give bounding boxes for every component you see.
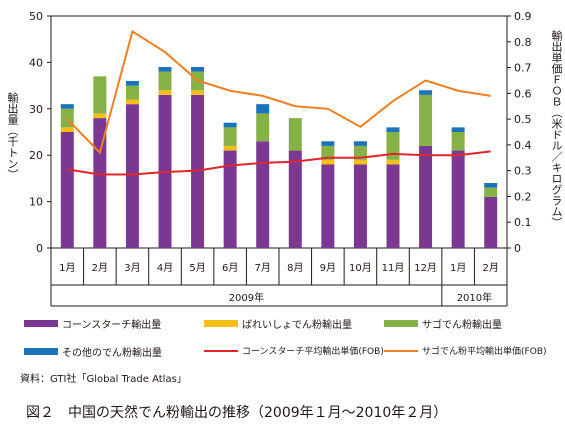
legend-swatch bbox=[204, 349, 238, 352]
bar-segment bbox=[125, 99, 139, 105]
y-tick-label: 40 bbox=[29, 56, 43, 69]
bar-segment bbox=[321, 141, 335, 146]
bar-segment bbox=[60, 132, 74, 248]
y2-tick-label: 0.6 bbox=[514, 87, 532, 100]
bar-segment bbox=[353, 159, 367, 165]
bar-segment bbox=[484, 196, 498, 248]
year-label: 2009年 bbox=[229, 291, 264, 304]
x-tick-label: 8月 bbox=[287, 262, 303, 274]
y-tick-label: 20 bbox=[29, 149, 43, 162]
bar-segment bbox=[353, 141, 367, 146]
y-axis-label-left: 輸出量（千トン） bbox=[6, 92, 19, 180]
bar-segment bbox=[60, 104, 74, 109]
bar-segment bbox=[223, 127, 237, 146]
plot-frame bbox=[50, 15, 508, 249]
legend-item-cornstarch: コーンスターチ輸出量 bbox=[24, 316, 161, 331]
x-tick-label: 7月 bbox=[255, 262, 271, 274]
y-tick-label: 10 bbox=[29, 196, 43, 209]
x-tick-label: 1月 bbox=[450, 262, 466, 274]
x-tick-label: 2月 bbox=[483, 262, 499, 274]
chart: 0 10 20 30 40 50 0 0.1 0.2 0.3 0.4 0.5 0.6 0.7 0.8 0.9 1… bbox=[29, 10, 532, 307]
bar-segment bbox=[321, 145, 335, 160]
x-tick-label: 11月 bbox=[382, 262, 405, 274]
bar-segment bbox=[93, 113, 107, 119]
series-line bbox=[66, 29, 491, 155]
bar-segment bbox=[191, 90, 205, 95]
bar-segment bbox=[451, 127, 465, 132]
bar-segment bbox=[93, 76, 107, 114]
bar-segment bbox=[256, 113, 270, 142]
bar-segment bbox=[321, 159, 335, 165]
legend-item-potato: ばれいしょでん粉輸出量 bbox=[204, 316, 352, 331]
bar-segment bbox=[419, 90, 433, 95]
bar-segment bbox=[353, 145, 367, 160]
bar-segment bbox=[256, 141, 270, 248]
legend-swatch bbox=[384, 349, 418, 352]
y-tick-label: 30 bbox=[29, 103, 43, 116]
legend-item-cornstarch-price: コーンスターチ平均輸出単価(FOB) bbox=[204, 344, 384, 357]
source-note: 資料：GTI社「Global Trade Atlas」 bbox=[20, 374, 187, 385]
y2-tick-label: 0.7 bbox=[514, 62, 532, 75]
bar-segment bbox=[60, 127, 74, 132]
y-tick-label: 50 bbox=[29, 10, 43, 23]
x-tick-label: 4月 bbox=[157, 262, 173, 274]
bar-segment bbox=[484, 187, 498, 197]
bar-segment bbox=[223, 122, 237, 128]
y2-tick-label: 0.8 bbox=[514, 36, 532, 49]
bar-segment bbox=[125, 104, 139, 248]
bar-segment bbox=[191, 67, 205, 72]
bar-segment bbox=[223, 150, 237, 248]
bar-segment bbox=[158, 67, 172, 72]
y2-tick-label: 0.2 bbox=[514, 190, 532, 203]
legend-swatch bbox=[204, 320, 238, 327]
legend-swatch bbox=[24, 348, 58, 355]
bar-segment bbox=[125, 80, 139, 86]
bar-segment bbox=[353, 164, 367, 248]
legend-swatch bbox=[384, 320, 418, 327]
x-tick-label: 9月 bbox=[320, 262, 336, 274]
bar-segment bbox=[419, 94, 433, 146]
bar-segment bbox=[386, 127, 400, 132]
legend-item-sago-price: サゴでん粉平均輸出単価(FOB) bbox=[384, 344, 546, 357]
x-tick-label: 2月 bbox=[92, 262, 108, 274]
figure-caption: 図２ 中国の天然でん粉輸出の推移（2009年１月～2010年２月） bbox=[26, 405, 448, 421]
y-axis-label-right: 輸出単価ＦＯＢ（米ドル／キログラム） bbox=[550, 30, 563, 228]
legend-item-other: その他のでん粉輸出量 bbox=[24, 344, 162, 359]
legend-swatch bbox=[24, 320, 58, 327]
bar-segment bbox=[419, 145, 433, 248]
y2-tick-label: 0.4 bbox=[514, 139, 532, 152]
bar-segment bbox=[223, 145, 237, 151]
x-tick-label: 3月 bbox=[124, 262, 140, 274]
x-tick-label: 12月 bbox=[414, 262, 437, 274]
y2-tick-label: 0.5 bbox=[514, 113, 532, 126]
legend-item-sago: サゴでん粉輸出量 bbox=[384, 316, 502, 331]
bar-segment bbox=[386, 164, 400, 248]
y-tick-label: 0 bbox=[36, 242, 43, 255]
bar-segment bbox=[288, 150, 302, 248]
x-tick-label: 1月 bbox=[59, 262, 75, 274]
bar-segment bbox=[386, 132, 400, 160]
x-tick-label: 10月 bbox=[349, 262, 372, 274]
bar-segment bbox=[125, 85, 139, 100]
bar-segment bbox=[451, 150, 465, 248]
x-tick-label: 5月 bbox=[189, 262, 205, 274]
y2-tick-label: 0.3 bbox=[514, 165, 532, 178]
bar-segment bbox=[158, 90, 172, 95]
y2-tick-label: 0.1 bbox=[514, 216, 532, 229]
series-line bbox=[67, 150, 491, 176]
y2-tick-label: 0 bbox=[514, 242, 521, 255]
bar-segment bbox=[386, 159, 400, 165]
bar-segment bbox=[288, 118, 302, 151]
bar-segment bbox=[321, 164, 335, 248]
bar-segment bbox=[158, 71, 172, 91]
y2-tick-label: 0.9 bbox=[514, 10, 532, 23]
x-tick-label: 6月 bbox=[222, 262, 238, 274]
year-label: 2010年 bbox=[457, 291, 492, 304]
bar-segment bbox=[451, 132, 465, 151]
bar-segment bbox=[484, 183, 498, 188]
bar-segment bbox=[256, 104, 270, 114]
